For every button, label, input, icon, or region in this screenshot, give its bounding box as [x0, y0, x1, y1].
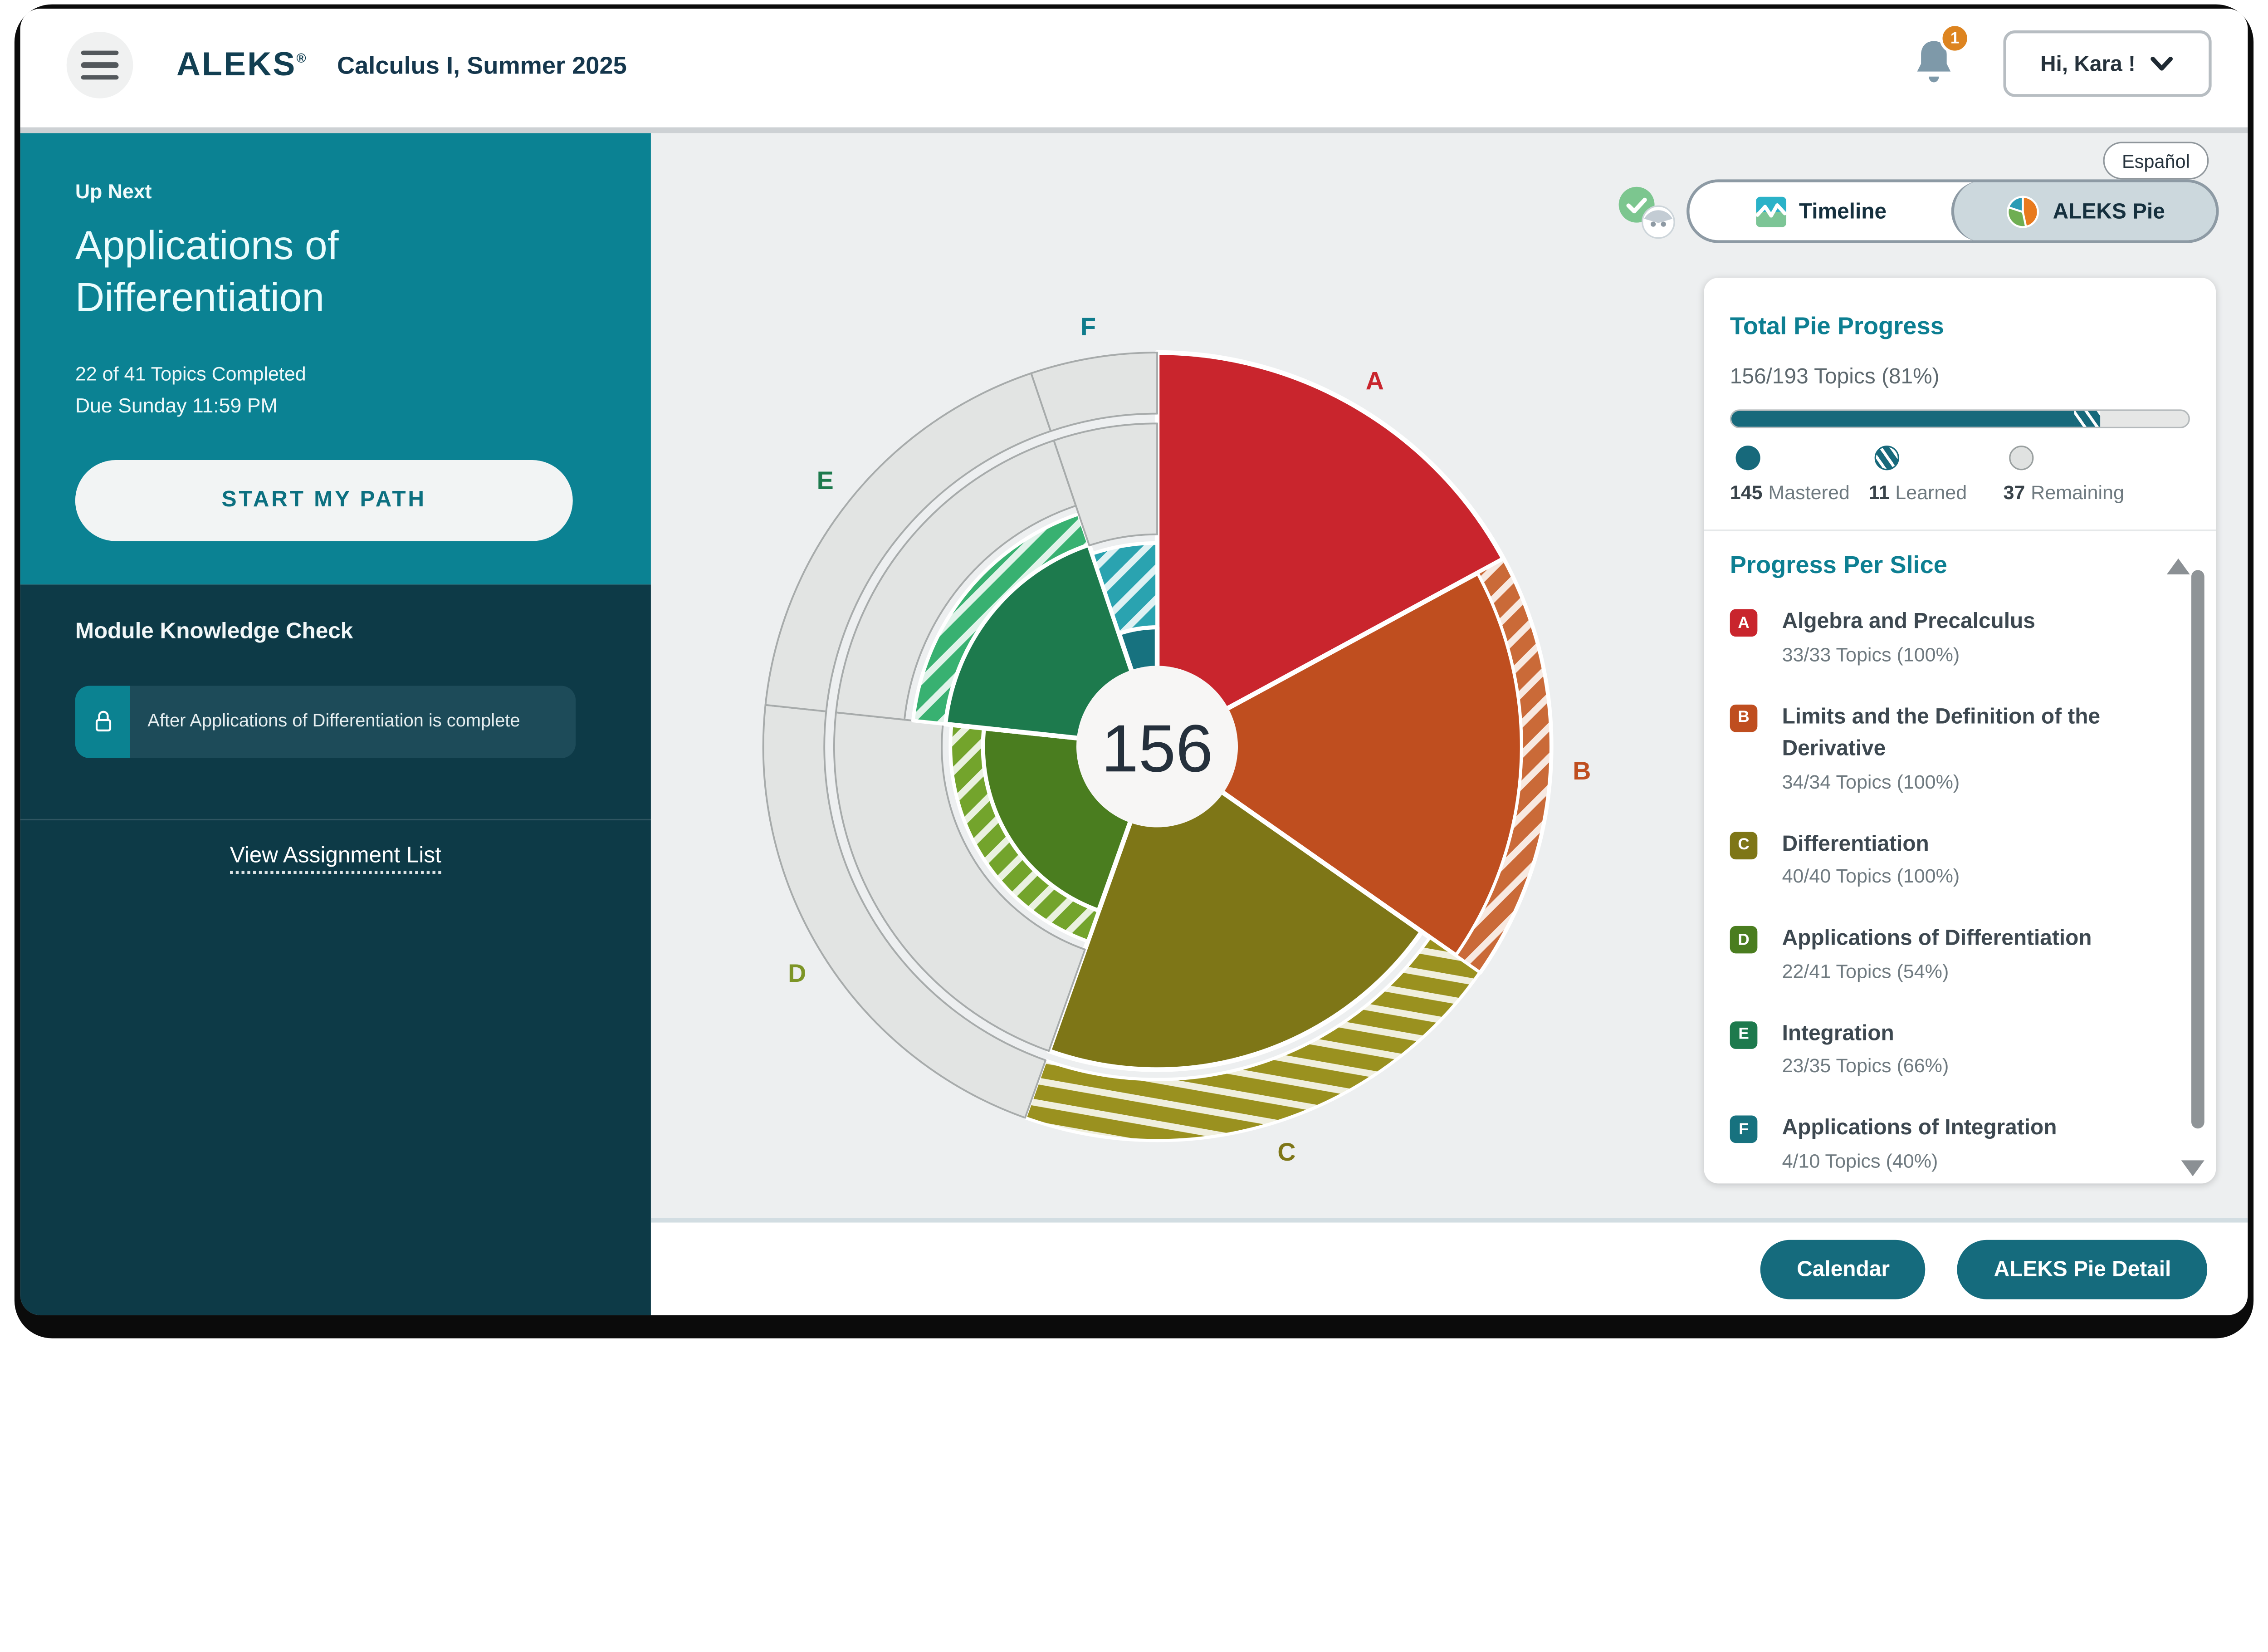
- slice-title: Algebra and Precalculus: [1782, 609, 2035, 634]
- progress-per-slice-title: Progress Per Slice: [1730, 551, 1947, 579]
- slice-row[interactable]: D Applications of Differentiation 22/41 …: [1730, 923, 2190, 982]
- slice-row[interactable]: A Algebra and Precalculus 33/33 Topics (…: [1730, 606, 2190, 665]
- slice-row[interactable]: B Limits and the Definition of the Deriv…: [1730, 701, 2190, 792]
- user-menu[interactable]: Hi, Kara !: [2003, 30, 2212, 97]
- slice-row[interactable]: C Differentiation 40/40 Topics (100%): [1730, 828, 2190, 887]
- scroll-up-icon[interactable]: [2166, 558, 2190, 574]
- mastered-chip-icon: [1735, 446, 1760, 471]
- notification-badge: 1: [1940, 23, 1970, 54]
- slice-badge: D: [1730, 926, 1758, 954]
- up-next-title: Applications of Differentiation: [75, 223, 339, 320]
- main-area: Español: [650, 133, 2248, 1223]
- aleks-pie-detail-button[interactable]: ALEKS Pie Detail: [1957, 1239, 2208, 1299]
- sidebar: Up Next Applications of Differentiation …: [20, 133, 651, 1315]
- learned-chip-icon: [1874, 446, 1899, 471]
- footer-bar: Calendar ALEKS Pie Detail: [650, 1222, 2248, 1315]
- slice-row[interactable]: E Integration 23/35 Topics (66%): [1730, 1018, 2190, 1076]
- total-progress-bar: [1730, 409, 2190, 428]
- slice-list: A Algebra and Precalculus 33/33 Topics (…: [1730, 606, 2190, 1171]
- user-greeting: Hi, Kara !: [2040, 51, 2136, 76]
- total-pie-progress-title: Total Pie Progress: [1730, 312, 1944, 340]
- scroll-down-icon[interactable]: [2181, 1160, 2204, 1176]
- aleks-pie-icon: [2007, 195, 2039, 227]
- course-title: Calculus I, Summer 2025: [337, 52, 627, 80]
- slice-topics: 22/41 Topics (54%): [1782, 960, 1949, 982]
- slice-badge: A: [1730, 609, 1758, 637]
- slice-title: Differentiation: [1782, 831, 1929, 856]
- up-next-panel: Up Next Applications of Differentiation …: [20, 133, 651, 584]
- tab-timeline[interactable]: Timeline: [1689, 182, 1952, 240]
- slice-row[interactable]: F Applications of Integration 4/10 Topic…: [1730, 1113, 2190, 1171]
- assistant-check-icon[interactable]: [1617, 185, 1686, 246]
- module-knowledge-check-note: After Applications of Differentiation is…: [147, 711, 520, 731]
- page: ALEKS® Calculus I, Summer 2025 1 Hi, Kar…: [20, 9, 2248, 1315]
- slice-title: Integration: [1782, 1020, 1894, 1045]
- pie-progress-card: Total Pie Progress 156/193 Topics (81%) …: [1704, 278, 2216, 1184]
- slice-title: Applications of Integration: [1782, 1115, 2057, 1140]
- slice-topics: 40/40 Topics (100%): [1782, 865, 1960, 887]
- topics-completed: 22 of 41 Topics Completed: [75, 363, 306, 385]
- slice-title: Applications of Differentiation: [1782, 926, 2092, 951]
- due-date: Due Sunday 11:59 PM: [75, 393, 278, 417]
- slice-badge: B: [1730, 704, 1758, 731]
- start-my-path-button[interactable]: START MY PATH: [75, 460, 573, 541]
- progress-bar-learned: [2074, 411, 2101, 427]
- top-bar: ALEKS® Calculus I, Summer 2025 1 Hi, Kar…: [20, 9, 2248, 127]
- calendar-button[interactable]: Calendar: [1760, 1239, 1926, 1299]
- pie-slice-label: C: [1277, 1138, 1295, 1166]
- up-next-label: Up Next: [75, 179, 152, 203]
- progress-legend: 145 Mastered 11 Learned 37 Remaining: [1730, 446, 2190, 504]
- sidebar-divider: [20, 819, 651, 820]
- language-button[interactable]: Español: [2103, 142, 2209, 180]
- aleks-logo: ALEKS®: [176, 44, 308, 83]
- aleks-pie-chart[interactable]: A B C D E F 156: [716, 305, 1598, 1188]
- slice-topics: 23/35 Topics (66%): [1782, 1054, 1949, 1077]
- pie-slice-label: A: [1366, 367, 1384, 395]
- header-divider: [20, 127, 2248, 133]
- card-divider: [1704, 529, 2216, 531]
- notification-bell-icon[interactable]: [1906, 33, 1961, 97]
- trademark: ®: [296, 51, 308, 66]
- pie-center-value: 156: [1101, 711, 1213, 786]
- remaining-chip-icon: [2009, 446, 2034, 471]
- slice-badge: C: [1730, 831, 1758, 859]
- module-knowledge-check-panel: Module Knowledge Check After Application…: [20, 584, 651, 1315]
- slice-topics: 4/10 Topics (40%): [1782, 1149, 1938, 1172]
- progress-bar-mastered: [1731, 411, 2075, 427]
- pie-slice-label: D: [788, 959, 806, 987]
- timeline-icon: [1755, 196, 1786, 227]
- pie-slice-label: B: [1573, 757, 1591, 785]
- menu-button[interactable]: [66, 32, 133, 98]
- app-window: ALEKS® Calculus I, Summer 2025 1 Hi, Kar…: [14, 4, 2254, 1338]
- lock-icon: [75, 685, 130, 758]
- pie-slice-label: E: [817, 466, 834, 495]
- slice-topics: 34/34 Topics (100%): [1782, 770, 1960, 792]
- slice-title: Limits and the Definition of the Derivat…: [1782, 704, 2101, 761]
- module-knowledge-check-chip: After Applications of Differentiation is…: [75, 685, 576, 758]
- view-tabs: Timeline ALEKS Pie: [1686, 179, 2219, 243]
- tab-aleks-pie[interactable]: ALEKS Pie: [1951, 182, 2216, 240]
- view-assignment-list-link[interactable]: View Assignment List: [230, 843, 441, 874]
- slice-topics: 33/33 Topics (100%): [1782, 643, 1960, 665]
- pie-slice-label: F: [1080, 313, 1096, 341]
- slice-badge: E: [1730, 1020, 1758, 1049]
- slice-badge: F: [1730, 1115, 1758, 1143]
- module-knowledge-check-title: Module Knowledge Check: [75, 619, 353, 644]
- chevron-down-icon: [2151, 56, 2174, 71]
- total-progress-summary: 156/193 Topics (81%): [1730, 364, 1940, 389]
- scrollbar-thumb[interactable]: [2191, 570, 2204, 1129]
